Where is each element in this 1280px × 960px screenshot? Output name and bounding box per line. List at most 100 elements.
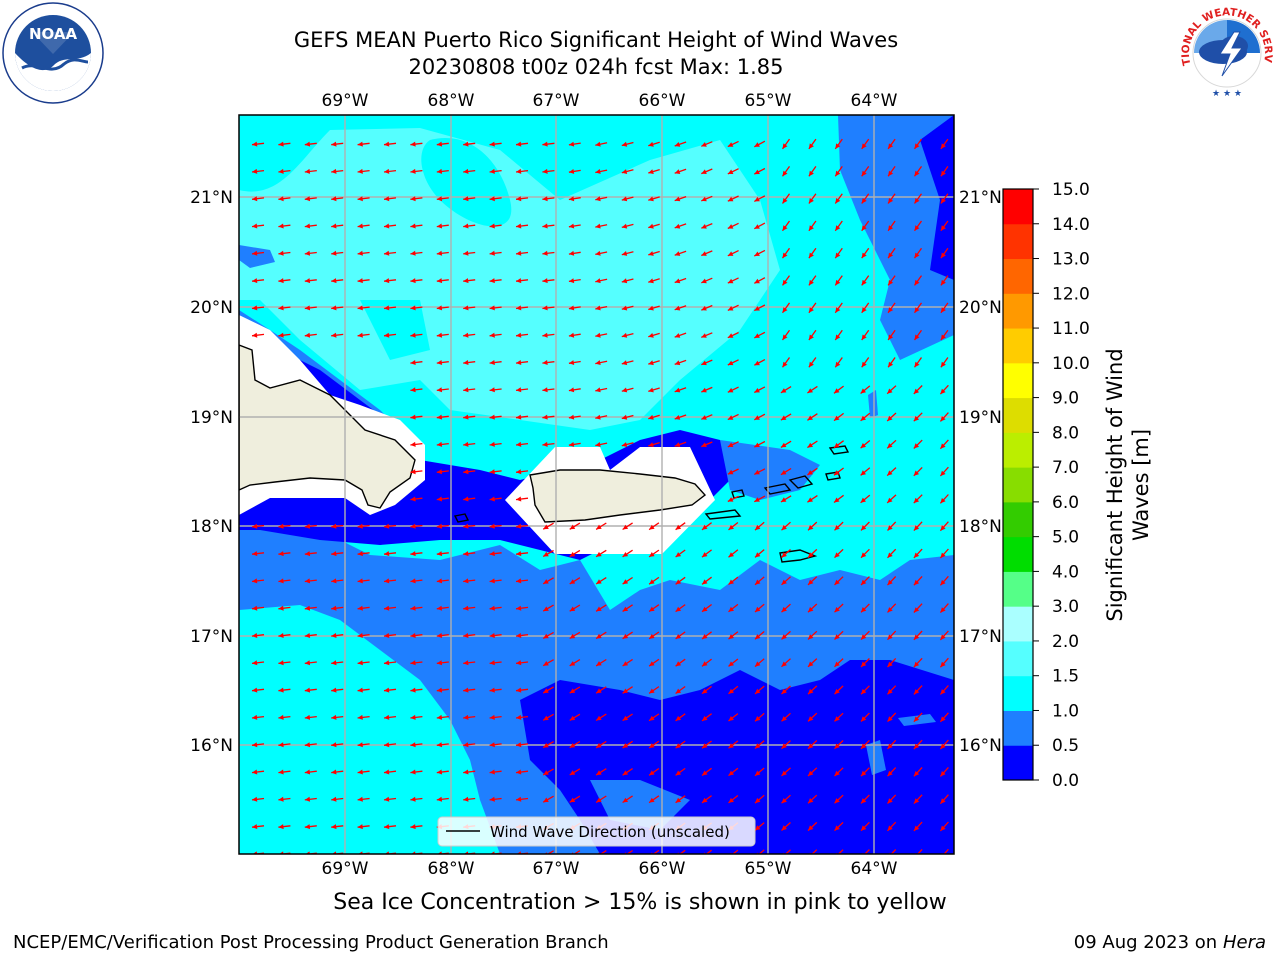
wave-arrow-head [728,743,734,749]
wave-arrow-head [304,687,311,693]
wave-arrow-head [278,633,284,638]
wave-arrow-head [675,797,682,803]
wave-arrow-head [304,223,311,229]
wave-arrow-head [861,252,867,259]
wave-arrow-head [543,742,549,748]
wave-arrow-head [463,141,469,147]
wave-arrow-head [702,634,708,639]
wave-arrow-head [702,552,708,558]
wave-arrow-head [648,414,654,420]
wave-arrow-head [463,523,469,529]
wave-arrow-head [463,332,469,338]
wave-arrow-head [940,552,946,558]
wave-arrow-head [410,687,416,693]
wave-arrow-head [807,442,813,448]
wave-arrow-head [384,578,390,584]
wave-arrow-head [463,742,469,748]
wave-arrow-head [568,141,575,147]
wave-arrow-head [940,661,946,668]
wave-arrow-head [304,742,311,748]
wave-arrow-head [701,196,707,202]
wave-arrow-head [621,442,628,447]
wave-arrow-head [436,660,443,666]
wave-arrow-head [782,198,788,204]
wave-arrow-head [808,143,814,149]
wave-arrow-head [701,169,707,174]
wave-arrow-head [649,633,655,639]
wave-arrow-head [252,250,258,256]
wave-arrow-head [463,441,469,447]
wave-arrow-head [357,824,363,830]
wave-arrow-head [888,279,894,286]
wave-arrow-head [861,770,867,777]
wave-arrow-head [701,278,707,284]
wave-arrow-head [674,196,681,202]
lon-ticks-top: 69°W 68°W 67°W 66°W 65°W 64°W [322,91,898,111]
wave-arrow-head [835,307,841,313]
colorbar-tick-label: 15.0 [1052,180,1090,200]
wave-arrow-head [622,770,629,776]
wave-arrow-head [702,715,708,721]
wave-arrow-head [331,278,337,284]
wave-arrow-head [357,660,363,666]
wave-arrow-head [463,196,469,202]
wave-arrow-head [834,579,840,585]
wave-arrow-head [888,307,894,313]
wave-arrow-head [834,825,840,831]
wave-arrow-head [357,578,363,584]
wave-arrow-head [861,688,867,695]
wave-arrow-head [781,688,787,694]
wave-arrow-head [808,198,814,204]
wave-arrow-head [331,223,337,229]
wave-arrow-head [568,278,575,284]
wave-arrow-head [834,770,840,776]
wave-arrow-head [834,798,840,804]
wave-arrow-head [278,551,284,557]
wave-arrow-head [649,688,655,694]
wave-arrow-head [675,770,682,776]
wave-arrow-head [436,578,443,584]
wave-arrow-head [755,797,761,804]
wave-arrow-head [727,251,734,256]
wave-arrow-head [516,441,522,447]
wave-arrow-head [622,688,629,694]
wave-arrow-head [674,360,681,366]
wave-height-field: Wind Wave Direction (unscaled) [239,115,954,854]
wave-arrow-head [436,796,443,802]
lon-tick: 66°W [639,859,686,879]
wave-arrow-head [278,523,284,529]
wave-arrow-head [384,769,390,775]
wave-arrow-head [278,742,284,748]
wave-arrow-head [252,824,258,830]
wave-arrow-head [834,688,840,695]
wave-arrow-head [384,523,390,529]
wave-arrow-head [568,360,575,365]
wave-arrow-head [410,223,416,229]
wave-arrow-head [463,660,469,666]
wave-arrow-head [702,524,708,530]
lon-tick: 66°W [639,91,686,111]
wave-arrow-head [463,305,469,311]
wave-arrow-head [489,387,495,393]
wave-arrow-head [489,796,495,802]
wave-arrow-head [782,279,788,286]
wave-arrow-head [649,524,655,530]
colorbar-segment [1003,640,1033,677]
wave-arrow-head [410,168,416,174]
wave-arrow-head [888,198,894,204]
wave-arrow-head [304,332,311,338]
wave-arrow-head [436,250,443,256]
wave-arrow-head [463,250,469,256]
wave-arrow-head [463,551,469,557]
wave-arrow-head [516,523,522,529]
wave-arrow-head [754,169,760,175]
wave-arrow-head [834,442,840,448]
wave-arrow-head [755,825,761,831]
wave-arrow-head [410,387,416,393]
colorbar-label-line1: Significant Height of Wind [1103,348,1127,621]
wave-arrow-head [888,252,894,259]
wave-arrow-head [542,441,548,447]
wave-arrow-head [410,360,416,365]
wave-arrow-head [252,714,258,720]
band-1p5-2p0 [239,128,780,430]
